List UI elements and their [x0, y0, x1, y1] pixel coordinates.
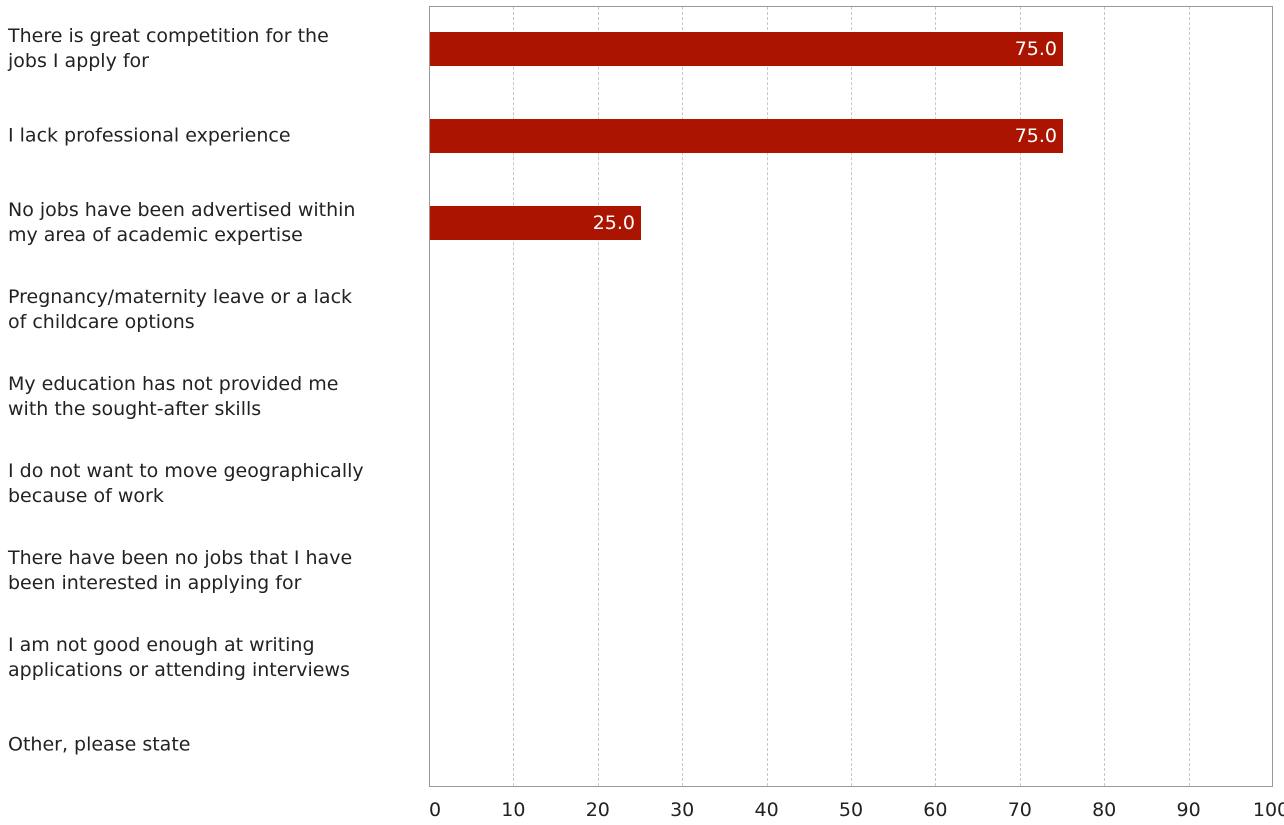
gridline: [766, 7, 768, 786]
category-label: There have been no jobs that I have been …: [8, 546, 418, 596]
category-label: I do not want to move geographically beca…: [8, 459, 418, 509]
bar-value-label: 75.0: [1014, 124, 1057, 147]
category-label-line: There is great competition for the: [8, 24, 329, 47]
gridline: [1188, 7, 1190, 786]
category-label-line: been interested in applying for: [8, 571, 302, 594]
category-label: I am not good enough at writing applicati…: [8, 633, 418, 683]
x-tick-label: 100: [1252, 799, 1284, 821]
x-tick-label: 50: [838, 799, 864, 821]
x-tick-label: 30: [670, 799, 695, 821]
bar: [430, 205, 641, 240]
category-label: I lack professional experience: [8, 123, 418, 148]
category-label-line: I am not good enough at writing: [8, 633, 315, 656]
category-label-line: I do not want to move geographically: [8, 459, 364, 482]
bar: [430, 118, 1063, 153]
x-tick-label: 80: [1092, 799, 1117, 821]
category-label: No jobs have been advertised within my ar…: [8, 198, 418, 248]
category-label-line: There have been no jobs that I have: [8, 546, 353, 569]
gridline: [513, 7, 515, 786]
x-tick-label: 70: [1007, 799, 1032, 821]
category-label-line: Other, please state: [8, 733, 191, 755]
category-label: There is great competition for the jobs I…: [8, 24, 418, 74]
gridline: [851, 7, 852, 786]
plot-area: [429, 6, 1273, 787]
x-tick-label: 20: [585, 799, 610, 821]
x-tick-label: 40: [754, 799, 779, 821]
bar: [430, 31, 1063, 66]
category-label-line: No jobs have been advertised within: [8, 198, 356, 221]
category-label-line: I lack professional experience: [8, 124, 291, 146]
category-label-line: Pregnancy/maternity leave or a lack: [8, 285, 353, 308]
x-tick-label: 0: [428, 799, 442, 821]
bar-value-label: 25.0: [592, 211, 635, 234]
category-label: My education has not provided me with the…: [8, 372, 418, 422]
x-tick-label: 60: [923, 799, 948, 821]
category-label-line: My education has not provided me: [8, 372, 339, 395]
gridline: [682, 7, 684, 786]
gridline: [1019, 7, 1021, 786]
category-label-line: applications or attending interviews: [8, 658, 350, 681]
category-label-line: of childcare options: [8, 310, 195, 333]
category-label: Other, please state: [8, 732, 418, 757]
gridline: [1104, 7, 1106, 786]
category-label: Pregnancy/maternity leave or a lack of ch…: [8, 285, 418, 335]
category-label-line: my area of academic expertise: [8, 223, 303, 246]
gridline: [935, 7, 937, 786]
category-label-line: because of work: [8, 484, 164, 507]
x-tick-label: 90: [1176, 799, 1201, 821]
gridline: [597, 7, 599, 786]
category-label-line: with the sought-after skills: [8, 397, 262, 420]
x-tick-label: 10: [501, 799, 526, 821]
bar-value-label: 75.0: [1014, 37, 1057, 60]
category-label-line: jobs I apply for: [8, 49, 149, 72]
